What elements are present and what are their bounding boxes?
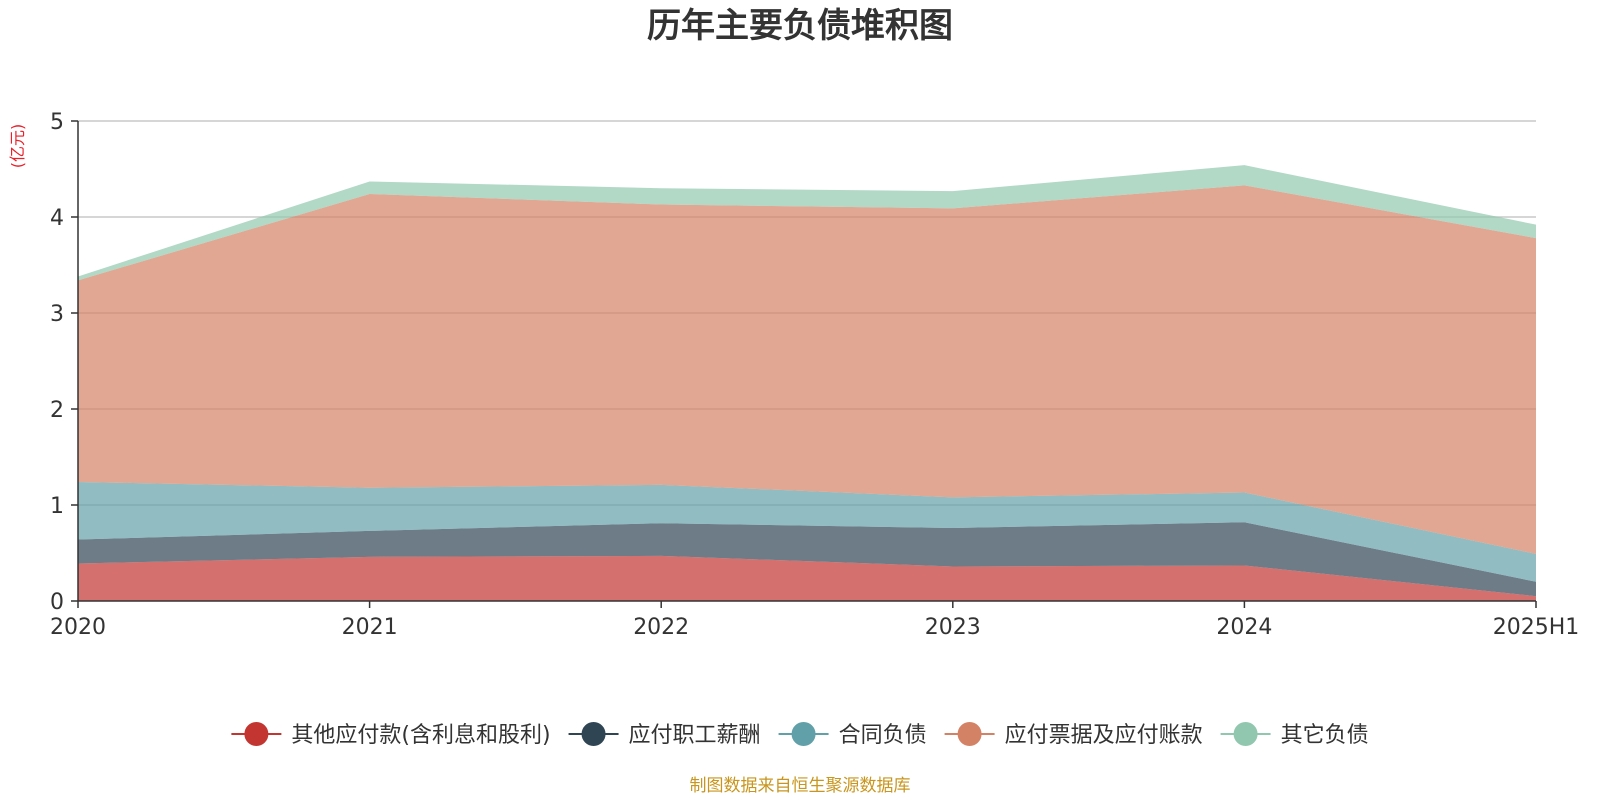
- legend-item: 合同负债: [778, 722, 927, 748]
- y-tick-label: 2: [50, 398, 64, 423]
- legend-item: 应付票据及应付账款: [944, 722, 1203, 748]
- legend-label: 其它负债: [1281, 723, 1369, 748]
- x-tick-label: 2025H1: [1493, 615, 1580, 640]
- legend-label: 应付票据及应付账款: [1005, 723, 1203, 748]
- area-series: [78, 481, 1536, 582]
- x-tick-label: 2022: [633, 615, 689, 640]
- stacked-areas: [78, 165, 1536, 601]
- legend-item: 应付职工薪酬: [568, 722, 761, 748]
- area-series: [78, 185, 1536, 554]
- legend-dot-icon: [1233, 722, 1258, 746]
- area-series: [78, 522, 1536, 597]
- legend-label: 其他应付款(含利息和股利): [291, 723, 550, 748]
- legend-label: 应付职工薪酬: [629, 723, 761, 748]
- x-tick-label: 2021: [342, 615, 398, 640]
- axes: 0 1 2 3 4 5 2020 2021 2022 2023 2024 2025H1: [50, 110, 1579, 640]
- legend-item: 其他应付款(含利息和股利): [231, 722, 551, 748]
- legend-dot-icon: [791, 722, 816, 746]
- chart-title: 历年主要负债堆积图: [647, 6, 953, 46]
- y-tick-label: 4: [50, 206, 64, 231]
- y-tick-label: 3: [50, 302, 64, 327]
- x-tick-label: 2023: [925, 615, 981, 640]
- legend-dot-icon: [581, 722, 606, 746]
- x-tick-label: 2020: [50, 615, 106, 640]
- x-tick-label: 2024: [1216, 615, 1272, 640]
- legend-dot-icon: [244, 722, 269, 746]
- y-tick-label: 5: [50, 110, 64, 135]
- legend-label: 合同负债: [839, 723, 927, 748]
- area-series: [78, 165, 1536, 281]
- legend-item: 其它负债: [1220, 722, 1369, 748]
- y-unit-label: (亿元): [8, 124, 27, 169]
- y-tick-label: 0: [50, 590, 64, 615]
- legend: 其他应付款(含利息和股利) 应付职工薪酬 合同负债 应付票据及应付账款 其它负债: [231, 722, 1369, 748]
- y-tick-label: 1: [50, 494, 64, 519]
- source-note: 制图数据来自恒生聚源数据库: [690, 776, 911, 796]
- area-series: [78, 555, 1536, 601]
- legend-dot-icon: [957, 722, 982, 746]
